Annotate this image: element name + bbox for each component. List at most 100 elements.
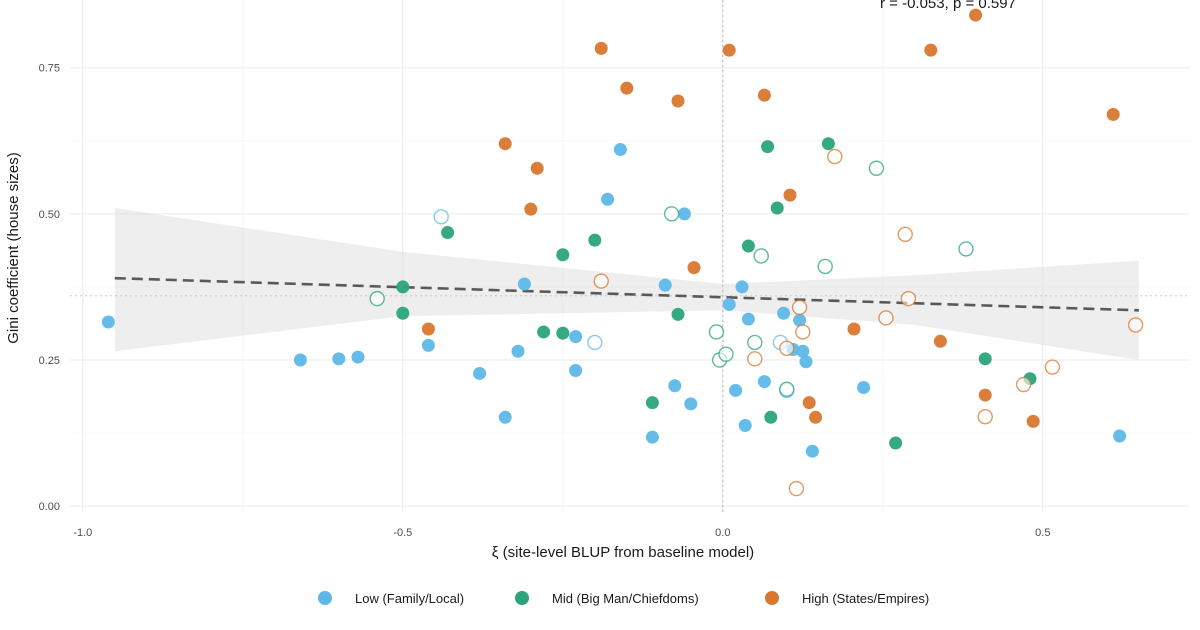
data-point (101, 315, 115, 329)
data-point (684, 397, 698, 411)
data-point (757, 88, 771, 102)
data-point (498, 410, 512, 424)
data-point-open (369, 290, 385, 307)
data-point (805, 444, 819, 458)
grid-layer (70, 0, 1190, 512)
reference-lines-layer (70, 0, 1190, 512)
data-point (441, 226, 455, 240)
data-point (777, 306, 791, 320)
trend-line (114, 276, 1139, 312)
y-tick-label: 0.50 (39, 209, 60, 221)
data-point-open (718, 346, 734, 362)
data-point-open (747, 351, 763, 367)
data-point (847, 322, 861, 336)
data-point-open (747, 334, 763, 351)
data-point (770, 201, 784, 215)
data-point-open (900, 290, 917, 307)
data-point-open (1127, 317, 1144, 333)
data-point (722, 297, 736, 311)
legend-swatch (765, 591, 779, 605)
data-point (530, 161, 544, 175)
data-point (924, 43, 938, 57)
data-point-open (433, 209, 449, 225)
data-point (969, 8, 983, 22)
data-point (764, 410, 778, 424)
data-point (421, 322, 435, 336)
data-point (396, 280, 410, 294)
data-point (421, 338, 435, 352)
legend-label: Low (Family/Local) (355, 591, 464, 606)
data-point (757, 375, 771, 389)
data-point (821, 137, 835, 151)
data-point (594, 41, 608, 55)
data-point (601, 192, 615, 206)
data-point-open (1015, 376, 1032, 393)
data-point (796, 344, 810, 358)
data-point (645, 430, 659, 444)
data-point-open (878, 310, 894, 326)
data-point (793, 313, 807, 327)
trend-line-layer (114, 276, 1139, 312)
data-point (761, 140, 775, 154)
data-point-open (788, 480, 805, 497)
data-point-open (753, 248, 769, 264)
data-point (1106, 107, 1120, 121)
x-axis-title: ξ (site-level BLUP from baseline model) (492, 544, 754, 561)
data-point (396, 306, 410, 320)
x-tick-label: -1.0 (73, 527, 92, 539)
data-point (1113, 429, 1127, 443)
data-point (729, 383, 743, 397)
data-point (933, 334, 947, 348)
data-point (1026, 414, 1040, 428)
legend: Low (Family/Local) Mid (Big Man/Chiefdoms… (318, 591, 929, 606)
data-point (537, 325, 551, 339)
data-point (741, 312, 755, 326)
data-point (524, 202, 538, 216)
data-point (658, 278, 672, 292)
data-point (738, 418, 752, 432)
data-point (741, 239, 755, 253)
data-point (687, 261, 701, 275)
data-point-open (897, 226, 913, 243)
data-point (293, 353, 307, 367)
data-point (351, 350, 365, 364)
data-point (978, 388, 992, 402)
data-point (569, 330, 583, 344)
data-point (620, 81, 634, 95)
data-point-open (1044, 359, 1061, 375)
data-point-open (593, 273, 609, 289)
legend-label: High (States/Empires) (802, 591, 929, 606)
data-point-open (977, 409, 993, 425)
points-layer (101, 8, 1144, 497)
data-point (889, 436, 903, 450)
data-point (735, 280, 749, 294)
data-point (802, 396, 816, 410)
legend-swatch (515, 591, 529, 605)
y-tick-label: 0.00 (39, 501, 60, 513)
data-point (857, 380, 871, 394)
data-point-open (827, 148, 843, 165)
data-point-open (663, 206, 680, 222)
legend-label: Mid (Big Man/Chiefdoms) (552, 591, 699, 606)
data-point (809, 410, 823, 424)
data-point (556, 248, 570, 262)
data-point (799, 355, 813, 369)
data-point (569, 364, 583, 378)
data-point-open (817, 258, 833, 275)
correlation-annotation: r = -0.053, p = 0.597 (880, 0, 1016, 12)
data-point (671, 307, 685, 321)
data-point (517, 277, 531, 291)
data-point (473, 366, 487, 380)
x-tick-label: 0.5 (1035, 527, 1050, 539)
data-point (978, 352, 992, 366)
y-tick-label: 0.25 (39, 355, 60, 367)
data-point-open (587, 334, 603, 351)
data-point-open (779, 381, 795, 397)
data-point-open (779, 340, 795, 357)
data-point (511, 344, 525, 358)
data-point (722, 43, 736, 57)
data-point (498, 137, 512, 151)
data-point-open (791, 299, 808, 316)
data-point (332, 352, 346, 366)
